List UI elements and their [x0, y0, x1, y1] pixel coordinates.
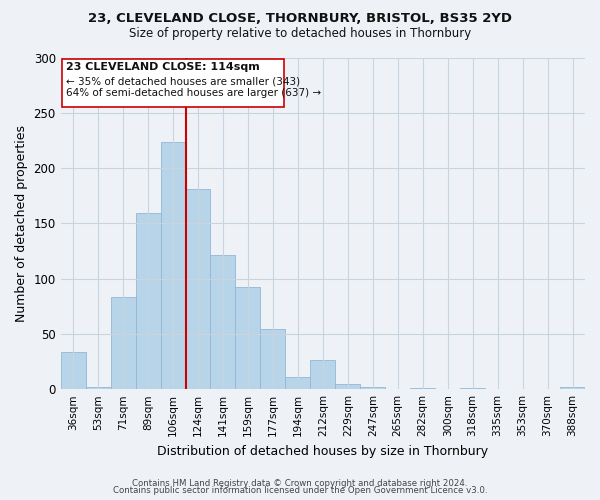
- Y-axis label: Number of detached properties: Number of detached properties: [15, 125, 28, 322]
- Text: Contains public sector information licensed under the Open Government Licence v3: Contains public sector information licen…: [113, 486, 487, 495]
- Bar: [211, 256, 235, 389]
- Text: ← 35% of detached houses are smaller (343): ← 35% of detached houses are smaller (34…: [65, 76, 300, 86]
- Bar: [360, 387, 385, 389]
- Bar: [460, 388, 485, 389]
- Bar: [61, 352, 86, 389]
- Bar: [335, 384, 360, 389]
- X-axis label: Distribution of detached houses by size in Thornbury: Distribution of detached houses by size …: [157, 444, 488, 458]
- Bar: [185, 189, 211, 389]
- Text: 64% of semi-detached houses are larger (637) →: 64% of semi-detached houses are larger (…: [65, 88, 321, 99]
- Bar: [235, 288, 260, 389]
- Text: Contains HM Land Registry data © Crown copyright and database right 2024.: Contains HM Land Registry data © Crown c…: [132, 478, 468, 488]
- Text: Size of property relative to detached houses in Thornbury: Size of property relative to detached ho…: [129, 28, 471, 40]
- Text: 23 CLEVELAND CLOSE: 114sqm: 23 CLEVELAND CLOSE: 114sqm: [65, 62, 259, 72]
- Bar: [110, 298, 136, 389]
- Bar: [310, 360, 335, 389]
- Bar: [560, 387, 585, 389]
- Text: 23, CLEVELAND CLOSE, THORNBURY, BRISTOL, BS35 2YD: 23, CLEVELAND CLOSE, THORNBURY, BRISTOL,…: [88, 12, 512, 26]
- Bar: [161, 142, 185, 389]
- Bar: [86, 387, 110, 389]
- FancyBboxPatch shape: [62, 58, 284, 108]
- Bar: [260, 330, 286, 389]
- Bar: [136, 214, 161, 389]
- Bar: [286, 377, 310, 389]
- Bar: [410, 388, 435, 389]
